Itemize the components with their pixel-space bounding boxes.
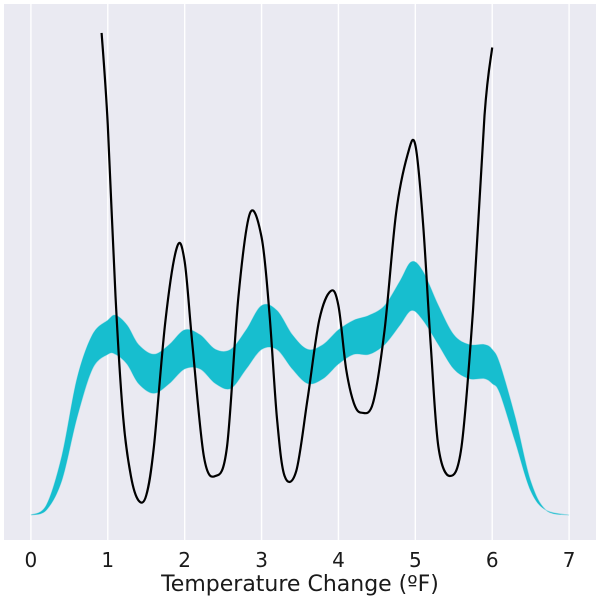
x-tick-label: 7 <box>563 548 576 572</box>
x-tick-label: 6 <box>486 548 499 572</box>
plot-background <box>4 4 596 540</box>
x-tick-labels: 0 1 2 3 4 5 6 7 <box>25 548 576 572</box>
x-tick-label: 0 <box>25 548 38 572</box>
ensemble-band <box>30 260 570 516</box>
x-tick-label: 5 <box>409 548 422 572</box>
x-tick-label: 1 <box>101 548 114 572</box>
density-line <box>100 32 494 504</box>
line-layer <box>100 32 494 504</box>
x-tick-label: 4 <box>332 548 345 572</box>
x-tick-label: 2 <box>178 548 191 572</box>
x-tick-label: 3 <box>255 548 268 572</box>
band-layer <box>30 260 570 516</box>
x-axis-title: Temperature Change (ºF) <box>160 572 439 597</box>
